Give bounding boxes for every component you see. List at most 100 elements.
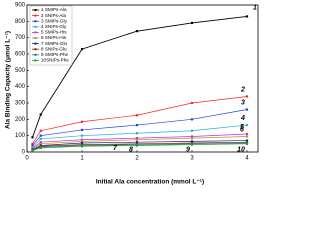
data-point bbox=[39, 113, 42, 116]
data-point bbox=[135, 144, 139, 147]
y-axis-title: Ala Binding Capacity (μmol L⁻¹) bbox=[5, 31, 12, 129]
data-point bbox=[31, 149, 34, 152]
data-point bbox=[190, 101, 194, 105]
data-point bbox=[190, 140, 194, 143]
y-tick-label: 900 bbox=[15, 3, 26, 9]
x-tick-label: 3 bbox=[190, 156, 194, 162]
data-point bbox=[80, 140, 84, 143]
series-line bbox=[32, 143, 248, 152]
data-point bbox=[245, 123, 249, 127]
x-tick-label: 1 bbox=[80, 156, 84, 162]
data-point bbox=[31, 144, 34, 147]
legend-marker bbox=[34, 42, 37, 45]
data-point bbox=[80, 141, 84, 145]
data-point bbox=[135, 132, 139, 135]
line-label: 4 bbox=[240, 115, 245, 122]
legend-label: 5 SMIPs-His bbox=[41, 30, 67, 35]
data-point bbox=[190, 118, 194, 121]
data-point bbox=[190, 137, 194, 140]
data-point bbox=[245, 108, 249, 111]
legend-marker bbox=[34, 53, 37, 56]
legend-label: 2 SNIPs-Ala bbox=[41, 13, 66, 18]
series-line bbox=[32, 96, 248, 145]
x-axis-title: Initial Ala concentration (mmol L⁻¹) bbox=[96, 179, 204, 186]
legend-label: 6 SNIPs-His bbox=[41, 35, 67, 40]
data-point bbox=[190, 129, 194, 132]
series-line bbox=[32, 133, 248, 149]
data-point bbox=[39, 134, 42, 137]
line-label: 3 bbox=[241, 99, 245, 106]
line-label: 5 bbox=[240, 124, 244, 131]
x-tick-label: 2 bbox=[135, 156, 139, 162]
legend-marker bbox=[34, 14, 37, 17]
plot-frame bbox=[26, 4, 259, 153]
line-label: 9 bbox=[186, 147, 190, 154]
data-point bbox=[39, 137, 42, 141]
data-point bbox=[39, 129, 42, 132]
line-label: 6 bbox=[240, 126, 244, 133]
y-tick-label: 800 bbox=[15, 19, 26, 25]
series-line bbox=[32, 142, 248, 151]
data-point bbox=[135, 141, 139, 144]
y-tick-label: 300 bbox=[15, 101, 26, 107]
y-tick-label: 0 bbox=[22, 150, 26, 156]
data-point bbox=[135, 138, 139, 141]
data-point bbox=[245, 135, 249, 138]
y-tick-label: 700 bbox=[15, 35, 26, 41]
x-tick-label: 4 bbox=[245, 156, 249, 162]
data-point bbox=[135, 30, 139, 33]
series-line bbox=[32, 124, 248, 148]
legend-marker bbox=[34, 9, 37, 11]
y-tick-label: 100 bbox=[15, 133, 26, 139]
y-tick-label: 600 bbox=[15, 52, 26, 58]
series-line bbox=[32, 140, 248, 150]
data-point bbox=[39, 142, 42, 145]
data-point bbox=[39, 141, 42, 144]
legend-marker bbox=[34, 31, 37, 34]
line-label: 10 bbox=[237, 147, 245, 154]
data-point bbox=[80, 138, 84, 141]
legend-marker bbox=[34, 25, 37, 28]
chart: Initial Ala concentration (mmol L⁻¹) Ala… bbox=[5, 3, 259, 186]
data-point bbox=[135, 137, 139, 140]
y-tick-label: 200 bbox=[15, 117, 26, 123]
legend-label: 10SNIPs-Phe bbox=[41, 58, 69, 63]
data-point bbox=[80, 134, 84, 137]
line-label: 2 bbox=[240, 86, 245, 93]
line-label: 8 bbox=[129, 147, 133, 154]
legend-label: 9 SMIPs-Phe bbox=[41, 52, 69, 57]
legend-marker bbox=[34, 59, 37, 62]
data-point bbox=[31, 136, 34, 139]
legend-label: 7 SMIPs-Glu bbox=[41, 41, 67, 46]
data-point bbox=[245, 132, 249, 136]
y-tick-label: 400 bbox=[15, 84, 26, 90]
line-label: 1 bbox=[253, 4, 257, 11]
series-line bbox=[32, 15, 248, 138]
legend-marker bbox=[34, 37, 37, 39]
data-point bbox=[80, 120, 84, 123]
legend-marker bbox=[34, 48, 37, 51]
series-line bbox=[32, 141, 248, 151]
data-point bbox=[31, 142, 34, 145]
legend-marker bbox=[34, 20, 37, 23]
data-point bbox=[80, 128, 84, 132]
data-point bbox=[135, 123, 139, 127]
data-point bbox=[80, 145, 84, 148]
data-point bbox=[245, 15, 249, 18]
line-label: 7 bbox=[113, 145, 118, 152]
legend-label: 8 SNIPs-Glu bbox=[41, 46, 67, 51]
data-point bbox=[80, 48, 84, 51]
data-point bbox=[190, 135, 194, 138]
series-line bbox=[32, 136, 248, 150]
data-point bbox=[135, 114, 139, 117]
x-tick-label: 0 bbox=[25, 156, 29, 162]
data-point bbox=[39, 146, 42, 150]
data-point bbox=[190, 143, 194, 146]
data-point bbox=[190, 21, 194, 25]
y-tick-label: 500 bbox=[15, 68, 26, 74]
legend-label: 3 SMIPs-Gly bbox=[41, 18, 67, 23]
data-point bbox=[245, 95, 249, 98]
data-point bbox=[245, 139, 249, 142]
legend-label: 4 SNIPs-Gly bbox=[41, 24, 67, 29]
legend-label: 1 SMIPs-Ala bbox=[41, 7, 67, 12]
